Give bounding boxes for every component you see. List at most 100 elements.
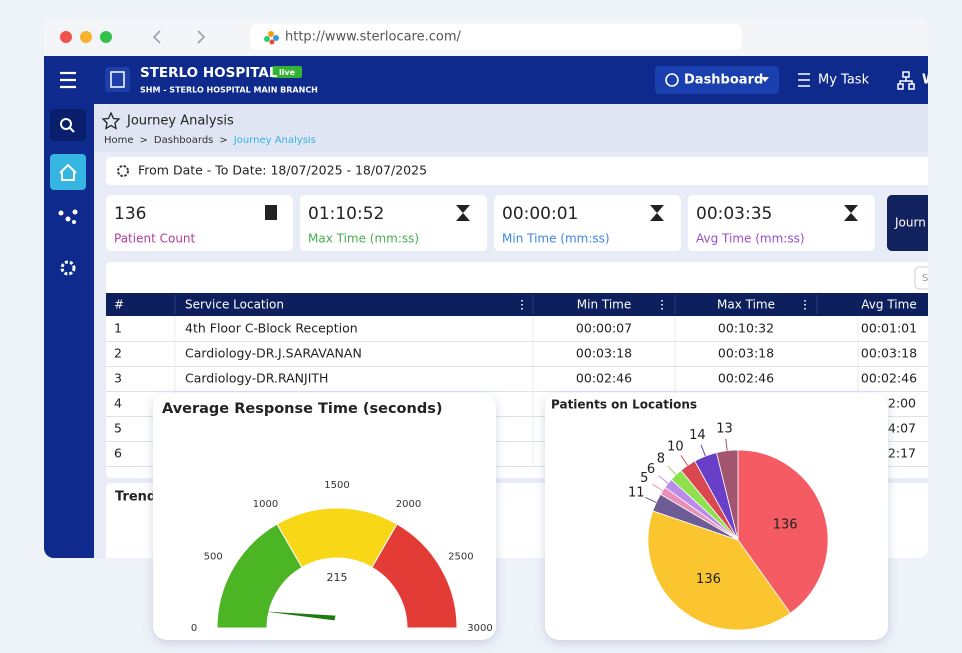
stat-value: 01:10:52 <box>308 204 384 224</box>
table-cell: 4:07 <box>888 421 916 436</box>
stat-icon <box>456 205 470 221</box>
search-icon-handle <box>69 127 75 133</box>
table-cell: 00:03:18 <box>861 346 917 361</box>
stat-card <box>300 195 487 251</box>
breadcrumb-item[interactable]: Home <box>104 135 134 146</box>
gauge-tick-label: 0 <box>191 623 197 634</box>
column-header: Min Time <box>577 298 631 312</box>
gauge-band <box>371 523 458 629</box>
stat-icon <box>265 205 277 220</box>
stat-label: Min Time (mm:ss) <box>502 232 610 246</box>
journey-nav[interactable] <box>58 209 78 225</box>
table-cell: 6 <box>114 446 122 461</box>
journey-button[interactable] <box>887 195 935 251</box>
chart-title: Average Response Time (seconds) <box>162 401 442 417</box>
table-cell: 1 <box>114 321 122 336</box>
stat-icon <box>650 205 664 221</box>
gauge-tick-label: 1000 <box>253 499 278 510</box>
pie-slice <box>647 510 791 631</box>
data-label: 5 <box>640 471 648 486</box>
data-label: 11 <box>628 486 645 501</box>
settings-nav[interactable] <box>60 260 76 276</box>
table-cell: 00:03:18 <box>576 346 632 361</box>
site-icon <box>264 31 279 45</box>
minimize-dot[interactable] <box>80 31 92 43</box>
table-cell: 2:17 <box>888 446 916 461</box>
breadcrumb-item[interactable]: > <box>140 135 148 146</box>
breadcrumb-item[interactable]: > <box>219 135 227 146</box>
breadcrumb-bar <box>94 104 928 152</box>
data-label: 136 <box>773 517 798 532</box>
table-cell: Cardiology-DR.J.SARAVANAN <box>185 346 362 361</box>
gauge-tick-label: 3000 <box>467 623 492 634</box>
hospital-logo-icon <box>110 71 125 88</box>
column-header: Max Time <box>717 298 775 312</box>
table-cell: 00:01:01 <box>861 321 917 336</box>
hospital-logo <box>105 67 130 92</box>
stat-icon <box>844 205 858 221</box>
search-nav[interactable] <box>50 109 86 141</box>
table-cell: 5 <box>114 421 122 436</box>
leader-line <box>700 444 706 457</box>
favorite-star[interactable] <box>101 111 121 130</box>
hospital-name: STERLO HOSPITAL <box>140 65 278 81</box>
stat-cards: 136 Patient Count 01:10:52 Max Time (mm:ss)… <box>106 195 875 251</box>
home-icon <box>59 163 77 181</box>
nav-dashboard: Dashboard <box>684 73 763 88</box>
home-nav[interactable] <box>50 154 86 190</box>
journey-button-text: Journ <box>894 216 926 230</box>
network-icon <box>897 71 915 90</box>
close-dot[interactable] <box>60 31 72 43</box>
leader-line <box>652 483 663 492</box>
gauge-tick-label: 2500 <box>448 552 473 563</box>
breadcrumb-item[interactable]: Dashboards <box>154 135 213 146</box>
forward-button[interactable] <box>197 30 206 44</box>
leader-line <box>667 465 677 476</box>
table-search[interactable] <box>914 266 939 290</box>
dashboard-button[interactable] <box>655 66 779 94</box>
dropdown-arrow <box>761 77 769 82</box>
chart-title: Patients on Locations <box>551 398 697 412</box>
gauge-value: 215 <box>327 571 348 584</box>
back-button[interactable] <box>152 30 161 44</box>
leader-line <box>658 475 669 484</box>
date-filter: From Date - To Date: 18/07/2025 - 18/07/… <box>138 163 427 178</box>
pie-slice <box>737 449 829 614</box>
column-header: # <box>114 298 124 312</box>
gauge-chart: Average Response Time (seconds) 0 500 1000 1… <box>162 401 493 634</box>
menu-button[interactable] <box>60 71 76 89</box>
gauge-needle <box>264 611 336 621</box>
table-header <box>106 293 928 316</box>
url-bar[interactable] <box>250 24 742 50</box>
data-label: 14 <box>689 428 706 443</box>
table-cell: 3 <box>114 371 122 386</box>
stat-value: 00:00:01 <box>502 204 578 224</box>
nav-my-task: My Task <box>818 73 870 88</box>
maximize-dot[interactable] <box>100 31 112 43</box>
gauge-tick-label: 1500 <box>324 480 349 491</box>
table-cell: 4th Floor C-Block Reception <box>185 321 358 336</box>
breadcrumb-item: Journey Analysis <box>233 135 316 146</box>
table-search-text: S <box>922 273 928 284</box>
task-icon <box>798 73 810 87</box>
page-title: Journey Analysis <box>126 114 234 129</box>
table-cell: 00:02:46 <box>861 371 917 386</box>
gauge-tick-label: 2000 <box>396 499 421 510</box>
stat-value: 136 <box>114 204 146 224</box>
stat-label: Patient Count <box>114 232 196 246</box>
nav-more: W <box>922 73 936 88</box>
filter-bar[interactable] <box>106 157 936 185</box>
table-cell: 00:03:18 <box>718 346 774 361</box>
url-text: http://www.sterlocare.com/ <box>285 30 462 45</box>
branch-name: SHM - STERLO HOSPITAL MAIN BRANCH <box>140 86 318 95</box>
dashboard-icon <box>665 73 679 87</box>
data-label: 10 <box>667 440 684 455</box>
table-cell: 2 <box>114 346 122 361</box>
data-label: 8 <box>657 451 665 466</box>
app-header <box>44 56 928 104</box>
stat-card <box>106 195 293 251</box>
stat-value: 00:03:35 <box>696 204 772 224</box>
leader-line <box>725 438 728 451</box>
